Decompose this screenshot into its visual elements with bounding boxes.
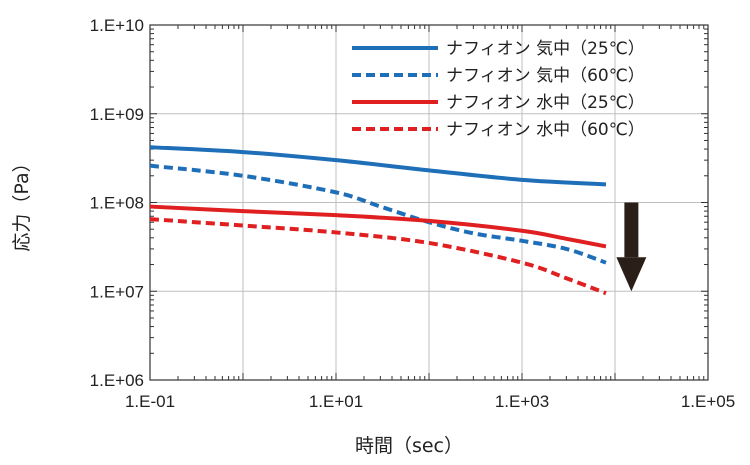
series-line-3 <box>149 204 607 249</box>
series-line-4 <box>149 217 607 296</box>
x-axis-label: 時間（sec） <box>355 435 463 457</box>
legend-label-4: ナフィオン 水中（60℃） <box>446 120 645 140</box>
legend-label-3: ナフィオン 水中（25℃） <box>446 93 645 113</box>
y-tick-label: 1.E+10 <box>90 16 144 35</box>
series-line-2 <box>149 163 607 265</box>
legend-label-2: ナフィオン 気中（60℃） <box>446 66 645 86</box>
y-tick-label: 1.E+09 <box>90 105 144 124</box>
series-line-1 <box>149 145 607 187</box>
x-tick-label: 1.E-01 <box>125 392 175 411</box>
x-tick-label: 1.E+01 <box>309 392 363 411</box>
arrow-head <box>616 257 647 292</box>
arrow-shaft <box>624 202 639 258</box>
legend-label-1: ナフィオン 気中（25℃） <box>446 39 645 59</box>
trend-arrow <box>616 202 647 292</box>
y-tick-label: 1.E+08 <box>90 194 144 213</box>
y-tick-label: 1.E+07 <box>90 282 144 301</box>
axis-ticks: 1.E-01 1.E+01 1.E+03 1.E+05 1.E+06 1.E+07 1.E+… <box>90 16 736 411</box>
x-tick-label: 1.E+03 <box>495 392 549 411</box>
y-axis-label: 応力（Pa） <box>11 153 33 251</box>
series-lines <box>149 145 607 296</box>
legend: ナフィオン 気中（25℃） ナフィオン 気中（60℃） ナフィオン 水中（25℃） ナ… <box>352 39 645 140</box>
y-tick-label: 1.E+06 <box>90 371 144 390</box>
x-tick-label: 1.E+05 <box>681 392 735 411</box>
